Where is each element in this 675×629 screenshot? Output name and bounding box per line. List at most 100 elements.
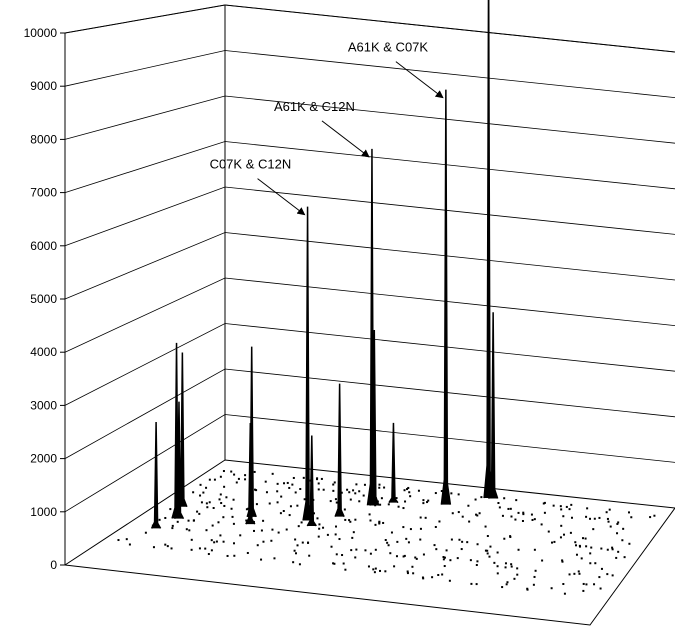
floor-dot xyxy=(333,562,336,565)
floor-dot xyxy=(369,552,372,555)
floor-dot xyxy=(533,548,536,551)
floor-dot xyxy=(334,533,337,536)
floor-dot xyxy=(298,563,301,566)
floor-dot xyxy=(185,528,188,531)
floor-dot xyxy=(503,537,506,540)
chart-walls xyxy=(64,4,675,626)
floor-dot xyxy=(260,558,263,561)
floor-dot xyxy=(215,540,218,543)
peak xyxy=(388,422,399,504)
floor-dot xyxy=(412,572,415,575)
floor-dot xyxy=(585,515,588,518)
gridline xyxy=(64,232,675,300)
floor-dot xyxy=(630,516,633,519)
floor-dot xyxy=(222,470,225,473)
floor-dot xyxy=(480,496,483,499)
floor-dot xyxy=(568,508,571,511)
floor-dot xyxy=(374,523,377,526)
floor-dot xyxy=(530,513,533,516)
floor-dot xyxy=(303,498,306,501)
floor-dot xyxy=(231,515,234,518)
floor-dot xyxy=(443,565,446,568)
floor-dot xyxy=(283,482,286,485)
floor-dot xyxy=(322,488,325,491)
floor-dot xyxy=(332,562,335,565)
floor-dot xyxy=(223,485,226,488)
z-tick-label: 1000 xyxy=(30,505,57,519)
floor-dot xyxy=(205,529,208,532)
floor-dot xyxy=(543,511,546,514)
floor-dot xyxy=(589,517,592,520)
floor-dot xyxy=(233,554,236,557)
floor-dot xyxy=(318,527,321,530)
floor-dot xyxy=(383,486,386,489)
gridline xyxy=(64,368,675,459)
floor-dot xyxy=(422,553,425,556)
floor-dot xyxy=(562,583,565,586)
floor-dot xyxy=(222,540,225,543)
floor-dot xyxy=(211,524,214,527)
floor-dot xyxy=(192,519,195,522)
floor-dot xyxy=(264,480,267,483)
floor-dot xyxy=(515,499,518,502)
floor-dot xyxy=(282,509,285,512)
floor-dot xyxy=(510,565,513,568)
floor-dot xyxy=(297,525,300,528)
floor-dot xyxy=(478,512,481,515)
floor-dot xyxy=(419,516,422,519)
floor-dot xyxy=(204,547,207,550)
floor-dot xyxy=(355,548,358,551)
floor-dot xyxy=(580,557,583,560)
floor-dot xyxy=(268,502,271,505)
floor-dot xyxy=(245,508,248,511)
floor-dot xyxy=(330,545,333,548)
z-tick-label: 0 xyxy=(50,558,57,572)
floor-dot xyxy=(653,514,656,517)
floor-dot xyxy=(533,575,536,578)
floor-dot xyxy=(317,482,320,485)
floor-dot xyxy=(559,536,562,539)
floor-dot xyxy=(390,531,393,534)
floor-dot xyxy=(575,553,578,556)
floor-dot xyxy=(196,510,199,513)
floor-dot xyxy=(334,498,337,501)
peak xyxy=(440,89,452,505)
floor-dot xyxy=(379,503,382,506)
floor-dot xyxy=(396,540,399,543)
floor-dot xyxy=(117,539,120,542)
floor-dot xyxy=(286,481,289,484)
floor-front-edges xyxy=(64,507,675,626)
floor-dot xyxy=(271,528,274,531)
floor-dot xyxy=(622,527,625,530)
floor-dot xyxy=(152,546,155,549)
floor-dot xyxy=(533,518,536,521)
floor-dot xyxy=(409,528,412,531)
floor-dot xyxy=(606,517,609,520)
floor-dot xyxy=(125,538,128,541)
floor-dot xyxy=(402,555,405,558)
floor-dot xyxy=(260,529,263,532)
floor-dot xyxy=(419,527,422,530)
floor-dot xyxy=(616,522,619,525)
z-tick-label: 7000 xyxy=(30,186,57,200)
floor-dot xyxy=(277,531,280,534)
floor-dot xyxy=(404,500,407,503)
floor-dot xyxy=(387,503,390,506)
floor-dot xyxy=(239,534,242,537)
floor-dot xyxy=(457,511,460,514)
floor-dot xyxy=(592,528,595,531)
floor-dot xyxy=(332,489,335,492)
floor-dot xyxy=(218,498,221,501)
floor-dot xyxy=(364,549,367,552)
floor-dot xyxy=(354,492,357,495)
floor-dot xyxy=(380,497,383,500)
floor-dot xyxy=(562,515,565,518)
floor-dot xyxy=(128,543,131,546)
floor-dot xyxy=(351,536,354,539)
floor-dot xyxy=(171,527,174,530)
floor-dot xyxy=(547,530,550,533)
floor-dot xyxy=(617,521,620,524)
floor-dot xyxy=(368,513,371,516)
floor-dot xyxy=(606,573,609,576)
floor-dot xyxy=(570,516,573,519)
